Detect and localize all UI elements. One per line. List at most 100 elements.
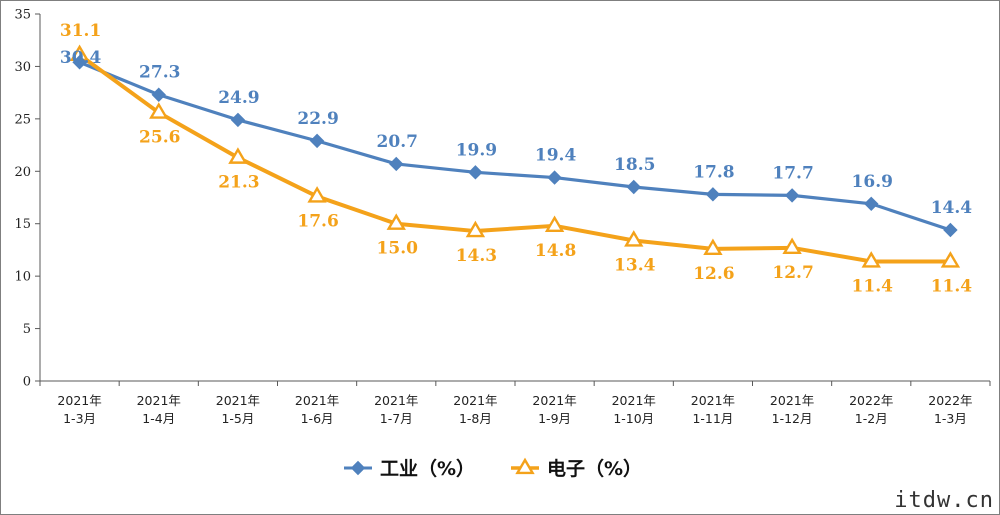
x-tick-label-year: 2021年 bbox=[57, 393, 101, 408]
x-tick-label: 2021年 1-10月 bbox=[612, 393, 656, 426]
x-tick-label-year: 2022年 bbox=[849, 393, 893, 408]
x-tick-label-year: 2022年 bbox=[928, 393, 972, 408]
series-2-point bbox=[940, 251, 961, 268]
data-labels: 30.4 27.3 24.9 22.9 20.7 19.9 19.4 18.5 17.8 17.7… bbox=[60, 21, 972, 297]
x-tick-label-period: 1-4月 bbox=[142, 411, 175, 426]
series-2-point bbox=[861, 251, 881, 268]
series-1-data-label: 16.9 bbox=[852, 172, 893, 192]
y-tick-label: 5 bbox=[23, 322, 31, 337]
x-tick-label-year: 2021年 bbox=[374, 393, 418, 408]
x-tick-label-year: 2021年 bbox=[216, 393, 260, 408]
series-1-data-label: 18.5 bbox=[614, 155, 655, 175]
x-tick-label-period: 1-11月 bbox=[692, 411, 733, 426]
x-tick-label: 2021年 1-5月 bbox=[216, 393, 260, 426]
legend: 工业（%） 电子（%） bbox=[344, 457, 642, 480]
series-line-2 bbox=[78, 53, 951, 264]
series-2-data-label: 31.1 bbox=[60, 21, 101, 41]
x-tick-label-period: 1-2月 bbox=[855, 411, 888, 426]
series-2-point bbox=[544, 215, 565, 232]
legend-swatch-marker bbox=[515, 457, 535, 475]
series-1-point bbox=[468, 165, 483, 180]
y-tick-label: 15 bbox=[14, 217, 31, 232]
series-1-point bbox=[151, 87, 166, 102]
series-1-data-label: 19.4 bbox=[535, 146, 577, 166]
x-tick-label-period: 1-3月 bbox=[63, 411, 96, 426]
y-tick-label: 10 bbox=[14, 270, 31, 285]
x-tick-label: 2021年 1-4月 bbox=[137, 393, 181, 426]
series-1-point bbox=[943, 222, 958, 238]
series-2-data-label: 21.3 bbox=[218, 173, 259, 193]
y-tick-label: 20 bbox=[14, 165, 31, 180]
series-2-point bbox=[624, 230, 644, 247]
series-2-point bbox=[703, 238, 723, 256]
legend-label: 电子（%） bbox=[547, 457, 642, 480]
x-tick-label-period: 1-5月 bbox=[221, 411, 254, 426]
x-tick-label: 2021年 1-3月 bbox=[57, 393, 101, 426]
watermark-text: itdw.cn bbox=[894, 488, 994, 513]
series-2-data-label: 12.7 bbox=[772, 263, 813, 283]
series-2-data-label: 14.3 bbox=[456, 246, 497, 266]
y-tick-label: 30 bbox=[14, 60, 31, 75]
legend-item-industry: 工业（%） bbox=[344, 457, 475, 480]
series-1-data-label: 22.9 bbox=[297, 109, 338, 129]
axes: 0 5 10 15 20 25 30 35 2021年 1-3月 2021年 1-4月 2021年 1-5… bbox=[14, 8, 991, 426]
series-1-point bbox=[547, 170, 562, 185]
y-tick-label: 25 bbox=[14, 112, 31, 127]
series-1-point bbox=[784, 188, 800, 203]
x-tick-label-year: 2021年 bbox=[137, 393, 181, 408]
x-tick-label-period: 1-9月 bbox=[538, 411, 571, 426]
x-tick-label: 2021年 1-11月 bbox=[691, 393, 735, 426]
x-tick-label-year: 2021年 bbox=[532, 393, 576, 408]
series-2-point bbox=[465, 220, 486, 238]
x-tick-label-period: 1-3月 bbox=[934, 411, 967, 426]
x-tick-label-year: 2021年 bbox=[612, 393, 656, 408]
series-1-data-label: 17.7 bbox=[772, 163, 813, 183]
series-1-data-label: 27.3 bbox=[139, 63, 180, 83]
series-2-data-label: 13.4 bbox=[614, 255, 656, 275]
x-tick-label: 2021年 1-7月 bbox=[374, 393, 418, 426]
x-tick-label: 2022年 1-2月 bbox=[849, 393, 893, 426]
series-1-data-label: 20.7 bbox=[377, 132, 418, 152]
x-tick-label-period: 1-8月 bbox=[459, 411, 492, 426]
legend-label: 工业（%） bbox=[380, 457, 475, 480]
series-1-point bbox=[72, 55, 87, 70]
x-tick-label: 2021年 1-9月 bbox=[532, 393, 576, 426]
y-tick-label: 0 bbox=[23, 375, 31, 390]
x-tick-label-period: 1-7月 bbox=[380, 411, 413, 426]
legend-swatch-marker bbox=[350, 460, 366, 476]
x-tick-label: 2021年 1-6月 bbox=[295, 393, 339, 426]
series-2-data-label: 15.0 bbox=[377, 239, 419, 259]
x-tick-label-period: 1-12月 bbox=[772, 411, 813, 426]
x-tick-label: 2021年 1-8月 bbox=[453, 393, 497, 426]
x-tick-label-period: 1-10月 bbox=[613, 411, 654, 426]
series-2-data-label: 12.6 bbox=[693, 264, 734, 284]
x-tick-label-year: 2021年 bbox=[691, 393, 735, 408]
series-1-point bbox=[309, 133, 325, 149]
x-tick-label-period: 1-6月 bbox=[301, 411, 334, 426]
x-tick-label-year: 2021年 bbox=[295, 393, 339, 408]
series-1-point bbox=[230, 112, 246, 128]
series-1-data-label: 19.9 bbox=[456, 140, 497, 160]
x-tick-label: 2021年 1-12月 bbox=[770, 393, 814, 426]
series-layer bbox=[69, 44, 961, 268]
series-1-point bbox=[626, 179, 641, 195]
x-tick-label-year: 2021年 bbox=[453, 393, 497, 408]
series-1-data-label: 30.4 bbox=[60, 48, 102, 68]
legend-item-electronics: 电子（%） bbox=[511, 457, 642, 480]
series-1-point bbox=[705, 187, 721, 202]
x-tick-label: 2022年 1-3月 bbox=[928, 393, 972, 426]
series-1-data-label: 14.4 bbox=[931, 198, 973, 218]
x-tick-label-year: 2021年 bbox=[770, 393, 814, 408]
series-2-point bbox=[307, 186, 327, 203]
series-2-data-label: 17.6 bbox=[297, 211, 338, 231]
series-2-data-label: 11.4 bbox=[931, 276, 973, 296]
series-2-point bbox=[149, 102, 169, 119]
series-2-point bbox=[782, 237, 802, 254]
series-2-point bbox=[386, 213, 406, 230]
series-1-point bbox=[389, 156, 404, 172]
series-2-data-label: 25.6 bbox=[139, 128, 180, 148]
series-1-data-label: 17.8 bbox=[693, 162, 734, 182]
series-1-point bbox=[864, 196, 879, 211]
